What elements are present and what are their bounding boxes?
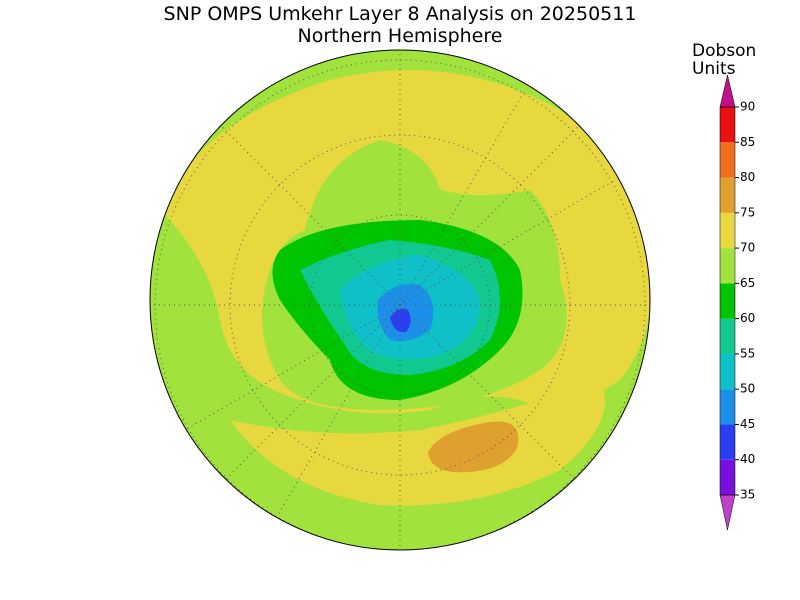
colorbar-segment: [720, 459, 735, 495]
colorbar-segment: [720, 389, 735, 425]
title: SNP OMPS Umkehr Layer 8 Analysis on 2025…: [164, 3, 637, 25]
colorbar-over-arrow: [719, 74, 736, 108]
colorbar-segment: [720, 107, 735, 143]
colorbar-tick-label: 50: [740, 382, 755, 396]
colorbar-tick-label: 80: [740, 170, 755, 184]
colorbar-tick-label: 60: [740, 311, 755, 325]
colorbar-segment: [720, 424, 735, 460]
graticule: [150, 50, 650, 550]
colorbar-frame: [719, 106, 736, 496]
colorbar-segment: [720, 142, 735, 178]
colorbar-label: Units: [692, 59, 736, 79]
colorbar-tick-label: 35: [740, 488, 755, 502]
contour-70-south: [230, 380, 605, 506]
ozone-map: [150, 50, 650, 550]
colorbar-tick-label: 40: [740, 452, 755, 466]
colorbar-tick-label: 85: [740, 135, 755, 149]
colorbar-tick-label: 70: [740, 241, 755, 255]
colorbar-under-arrow: [719, 494, 736, 531]
colorbar-segment: [720, 248, 735, 284]
colorbar-segment: [720, 353, 735, 390]
contour-75: [428, 421, 519, 473]
colorbar-segment: [720, 283, 735, 319]
colorbar-segment: [720, 318, 735, 354]
colorbar-segment: [720, 212, 735, 249]
colorbar-label: Dobson: [692, 41, 756, 61]
colorbar-tick-label: 65: [740, 276, 755, 290]
colorbar-tick-label: 55: [740, 346, 755, 360]
colorbar-tick-label: 75: [740, 205, 755, 219]
colorbar-tick-label: 90: [740, 100, 755, 114]
contour-65-south: [150, 360, 650, 550]
subtitle: Northern Hemisphere: [298, 25, 503, 47]
colorbar-tick-label: 45: [740, 417, 755, 431]
colorbar-segment: [720, 177, 735, 213]
map-border: [149, 49, 651, 551]
